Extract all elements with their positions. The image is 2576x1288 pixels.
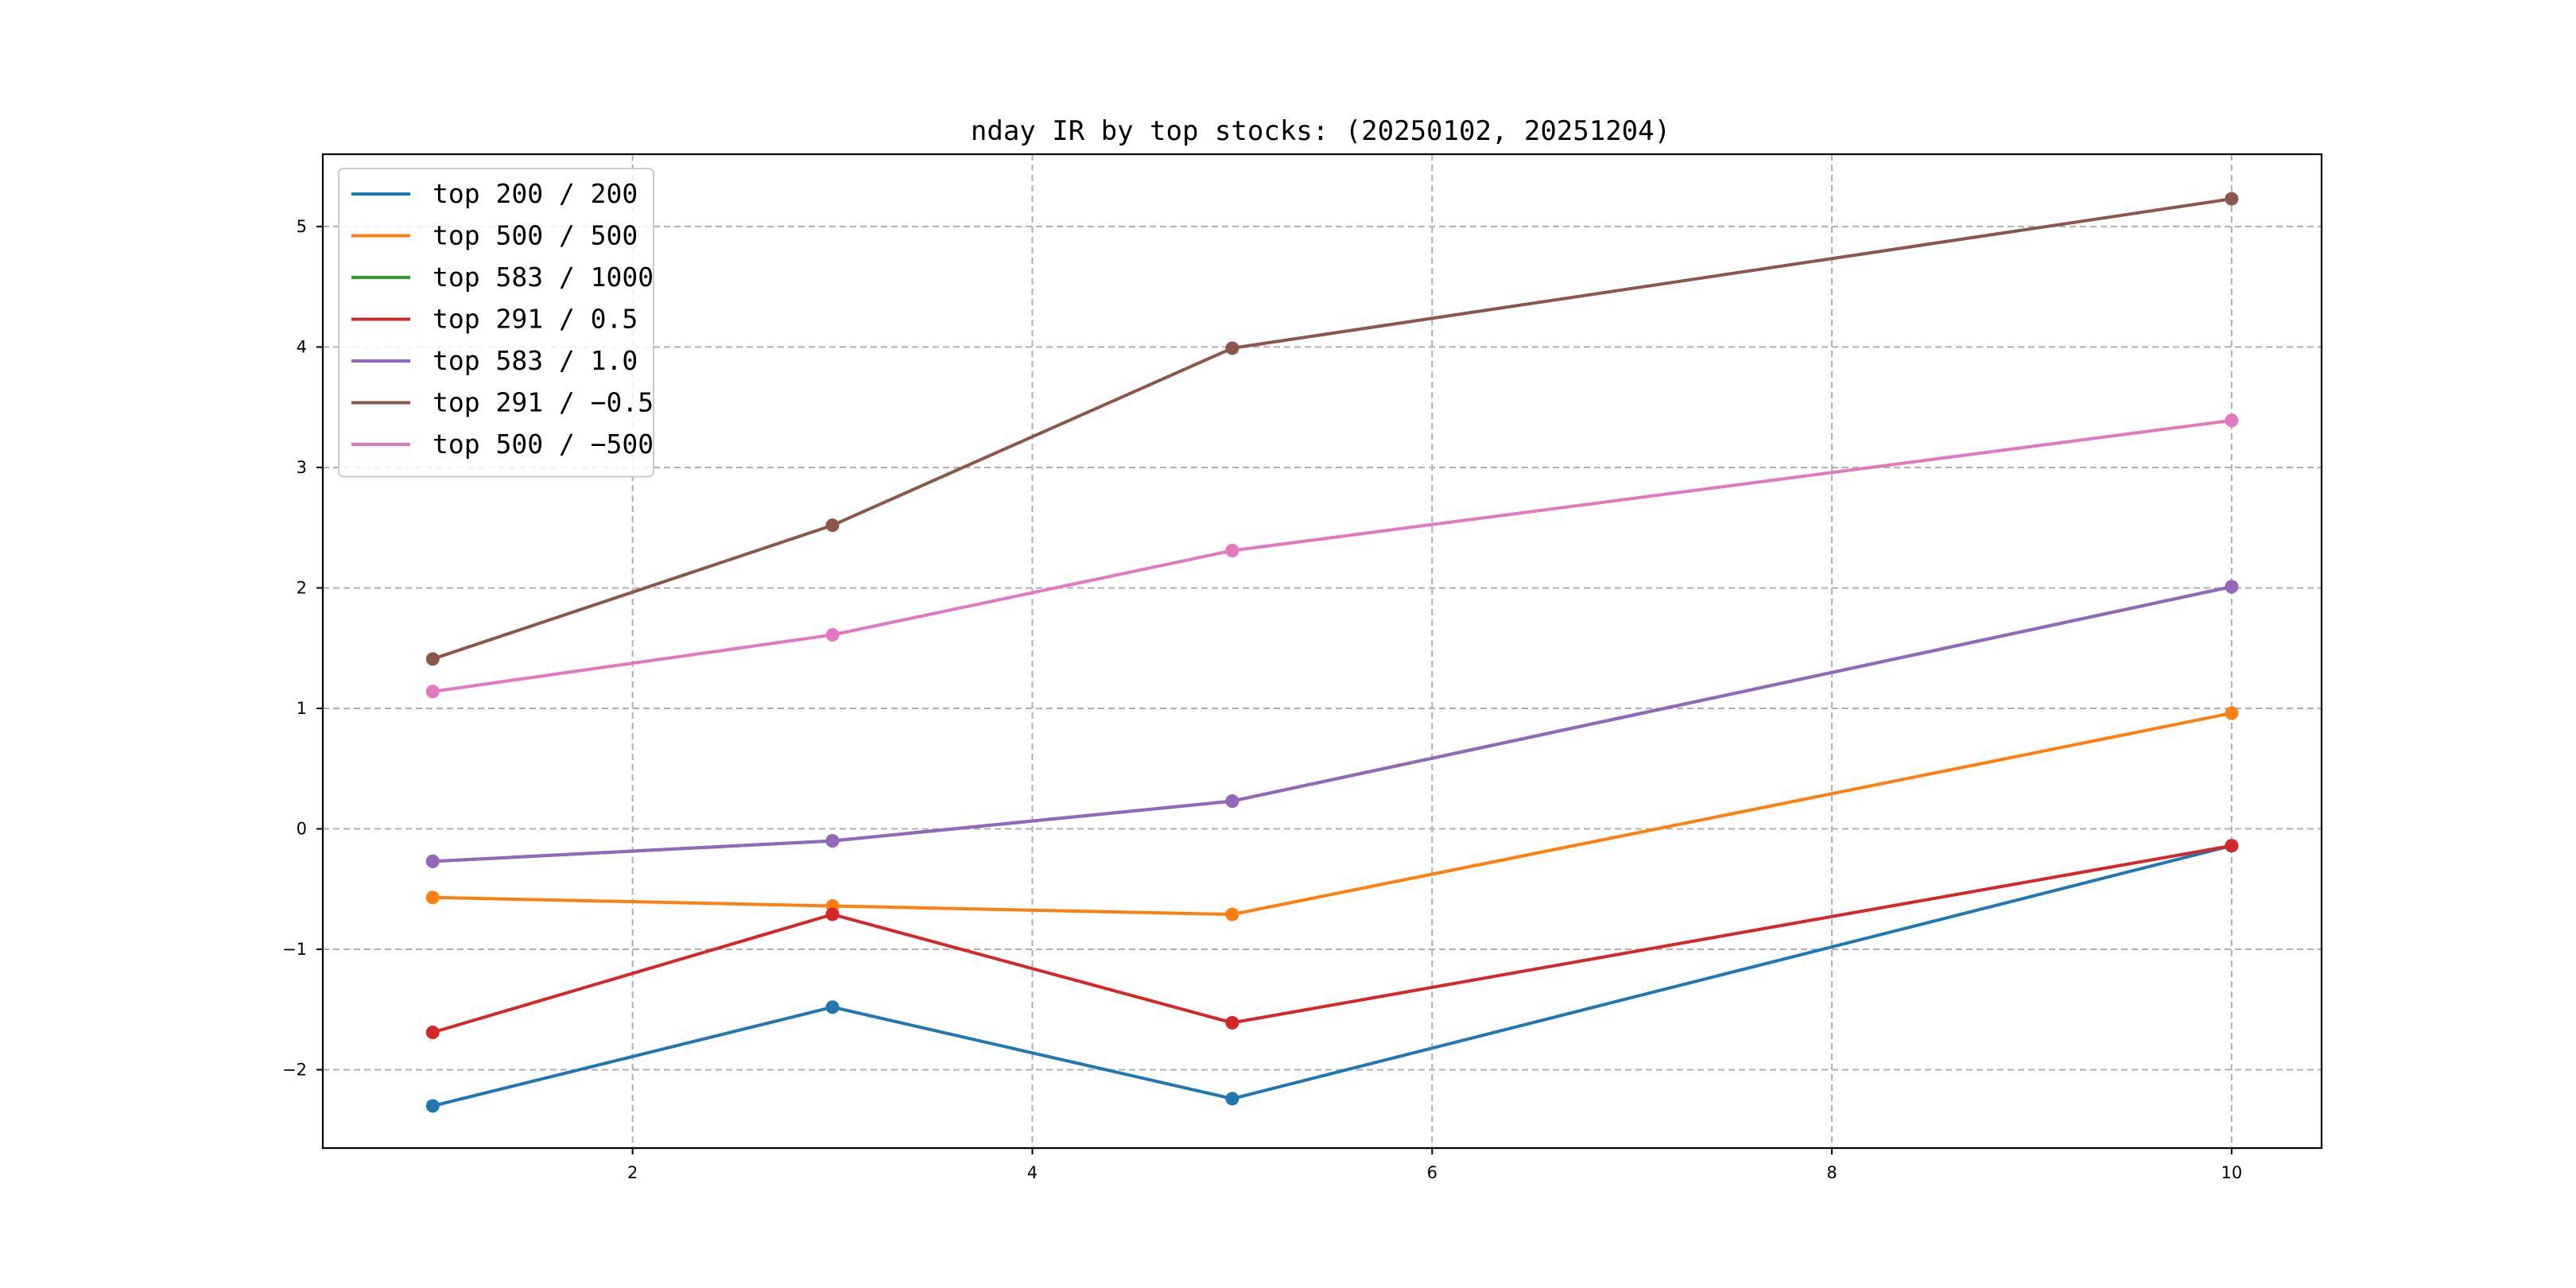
series-line bbox=[432, 844, 2233, 1034]
x-tick-label: 6 bbox=[1427, 1163, 1437, 1182]
series-line bbox=[433, 418, 2233, 693]
data-point bbox=[425, 1026, 440, 1040]
y-tick-label: 4 bbox=[297, 337, 307, 356]
grid bbox=[323, 154, 2322, 1148]
series-lines bbox=[425, 192, 2239, 1113]
y-tick-label: −2 bbox=[282, 1061, 307, 1080]
legend: top 200 / 200 top 500 / 500 top 583 / 1000… bbox=[338, 168, 654, 478]
legend-label: top 200 / 200 bbox=[433, 178, 638, 209]
series-line bbox=[432, 844, 2233, 1108]
plot-area-frame bbox=[321, 153, 2323, 1150]
legend-item: top 291 / 0.5 bbox=[351, 304, 638, 335]
data-point bbox=[1225, 1015, 1240, 1030]
series-line bbox=[433, 712, 2233, 917]
legend-item: top 583 / 1.0 bbox=[351, 345, 638, 376]
data-point bbox=[2225, 706, 2239, 720]
data-point bbox=[425, 685, 440, 699]
data-point bbox=[825, 518, 840, 533]
y-tick-label: 0 bbox=[297, 819, 307, 838]
legend-item: top 200 / 200 bbox=[351, 178, 638, 209]
y-tick-label: 1 bbox=[297, 699, 307, 718]
data-point bbox=[2225, 192, 2239, 206]
data-point bbox=[2225, 839, 2239, 853]
y-tick-label: 5 bbox=[297, 217, 307, 236]
legend-item: top 291 / −0.5 bbox=[351, 387, 654, 418]
series-line bbox=[432, 197, 2233, 661]
data-point bbox=[2225, 580, 2239, 594]
data-point bbox=[425, 652, 440, 666]
data-point bbox=[2225, 413, 2239, 428]
y-axis: −2 −1 0 1 2 3 4 5 bbox=[282, 217, 323, 1080]
series-5 bbox=[425, 580, 2239, 868]
legend-item: top 500 / 500 bbox=[351, 220, 638, 251]
series-3 bbox=[425, 580, 2239, 868]
legend-label: top 291 / 0.5 bbox=[433, 304, 638, 335]
data-point bbox=[1225, 907, 1240, 921]
data-point bbox=[825, 628, 840, 642]
series-line bbox=[433, 584, 2233, 863]
legend-label: top 500 / −500 bbox=[433, 429, 654, 460]
y-tick-label: −1 bbox=[282, 940, 307, 959]
legend-label: top 291 / −0.5 bbox=[433, 387, 654, 418]
data-point bbox=[1225, 1092, 1240, 1106]
data-point bbox=[1225, 543, 1240, 557]
data-point bbox=[425, 1099, 440, 1113]
data-point bbox=[425, 854, 440, 868]
series-line bbox=[433, 584, 2233, 863]
series-4 bbox=[425, 839, 2239, 1040]
y-tick-label: 2 bbox=[297, 578, 307, 597]
x-tick-label: 2 bbox=[627, 1163, 638, 1182]
legend-item: top 500 / −500 bbox=[351, 429, 654, 460]
chart-title: nday IR by top stocks: (20250102, 202512… bbox=[971, 115, 1670, 147]
data-point bbox=[1225, 341, 1240, 355]
legend-label: top 583 / 1000 bbox=[433, 262, 654, 293]
data-point bbox=[825, 907, 840, 921]
data-point bbox=[825, 1000, 840, 1014]
legend-item: top 583 / 1000 bbox=[351, 262, 654, 293]
x-tick-label: 4 bbox=[1027, 1163, 1038, 1182]
series-6 bbox=[425, 192, 2239, 666]
x-axis: 2 4 6 8 10 bbox=[627, 1148, 2242, 1182]
x-tick-label: 10 bbox=[2221, 1163, 2243, 1182]
series-2 bbox=[425, 706, 2239, 921]
legend-box bbox=[338, 168, 654, 478]
data-point bbox=[1225, 794, 1240, 809]
data-point bbox=[825, 834, 840, 848]
series-7 bbox=[425, 413, 2239, 699]
y-tick-label: 3 bbox=[297, 458, 307, 477]
legend-label: top 583 / 1.0 bbox=[433, 345, 638, 376]
x-tick-label: 8 bbox=[1826, 1163, 1837, 1182]
data-point bbox=[425, 890, 440, 905]
legend-label: top 500 / 500 bbox=[433, 220, 638, 251]
series-1 bbox=[425, 839, 2239, 1113]
